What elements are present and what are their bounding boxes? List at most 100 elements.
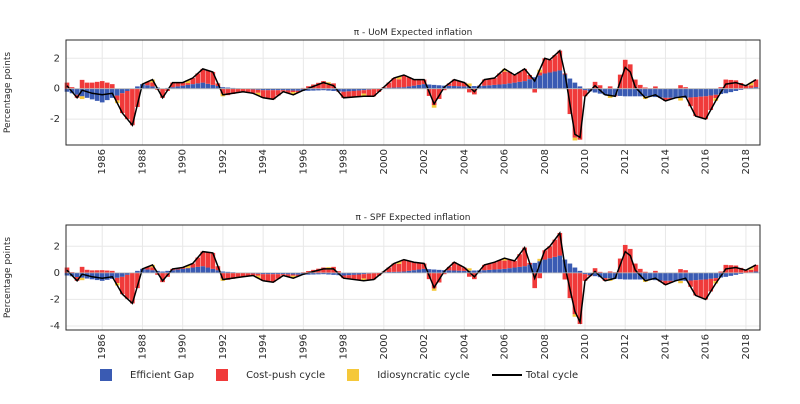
bar-efficient-gap: [120, 89, 125, 94]
bar-efficient-gap: [341, 89, 346, 92]
x-tick-label: 2016: [701, 334, 712, 359]
bar-efficient-gap: [185, 85, 190, 89]
bar-cost-push: [100, 81, 105, 89]
y-axis-label: Percentage points: [3, 237, 13, 318]
legend-item-idio[interactable]: Idiosyncratic cycle: [347, 369, 470, 381]
y-tick-label: -2: [50, 114, 60, 125]
bar-cost-push: [502, 72, 507, 84]
bar-cost-push: [80, 267, 85, 273]
bar-efficient-gap: [206, 84, 211, 89]
bar-cost-push: [402, 260, 407, 272]
x-tick-label: 1992: [218, 149, 229, 174]
bar-efficient-gap: [693, 89, 698, 97]
x-tick-label: 1998: [339, 149, 350, 174]
bar-efficient-gap: [492, 85, 497, 89]
bar-efficient-gap: [195, 267, 200, 273]
legend-label-total: Total cycle: [526, 370, 578, 381]
bar-cost-push: [361, 90, 366, 93]
x-tick-label: 2010: [580, 334, 591, 359]
legend-item-total[interactable]: Total cycle: [492, 370, 578, 381]
bar-efficient-gap: [603, 273, 608, 278]
bar-efficient-gap: [145, 85, 150, 88]
x-tick-label: 2000: [379, 334, 390, 359]
bar-efficient-gap: [668, 273, 673, 281]
bar-efficient-gap: [628, 89, 633, 97]
bar-efficient-gap: [698, 273, 703, 280]
x-tick-label: 2008: [540, 334, 551, 359]
bar-cost-push: [638, 269, 643, 273]
y-tick-label: 0: [54, 268, 60, 279]
bar-efficient-gap: [512, 83, 517, 89]
bar-efficient-gap: [708, 89, 713, 96]
bar-efficient-gap: [547, 72, 552, 88]
legend-label-costpush: Cost-push cycle: [246, 370, 325, 381]
bar-efficient-gap: [115, 89, 120, 96]
x-tick-label: 2002: [419, 149, 430, 174]
legend: Efficient Gap Cost-push cycle Idiosyncra…: [100, 365, 600, 385]
chart-title: π - SPF Expected inflation: [355, 213, 470, 223]
bar-efficient-gap: [547, 258, 552, 273]
bar-efficient-gap: [180, 269, 185, 273]
bar-cost-push: [85, 83, 90, 89]
x-tick-label: 2012: [620, 334, 631, 359]
bar-cost-push: [547, 60, 552, 73]
legend-item-efficient[interactable]: Efficient Gap: [100, 369, 194, 381]
y-tick-label: -2: [50, 294, 60, 305]
bar-efficient-gap: [522, 266, 527, 273]
bar-efficient-gap: [693, 273, 698, 280]
bar-cost-push: [397, 79, 402, 87]
bar-efficient-gap: [608, 89, 613, 95]
bar-efficient-gap: [492, 270, 497, 273]
bar-efficient-gap: [558, 70, 563, 88]
x-tick-label: 1990: [178, 149, 189, 174]
bar-efficient-gap: [206, 268, 211, 273]
bar-idiosyncratic: [678, 281, 683, 283]
x-tick-label: 2016: [701, 149, 712, 174]
x-tick-label: 2008: [540, 149, 551, 174]
bar-efficient-gap: [190, 84, 195, 89]
x-tick-label: 2018: [741, 334, 752, 359]
legend-item-costpush[interactable]: Cost-push cycle: [216, 369, 325, 381]
bar-efficient-gap: [211, 269, 216, 273]
bar-efficient-gap: [115, 273, 120, 278]
bar-efficient-gap: [618, 89, 623, 96]
bar-efficient-gap: [417, 85, 422, 89]
bar-efficient-gap: [633, 273, 638, 280]
y-tick-label: 0: [54, 84, 60, 95]
bar-efficient-gap: [190, 268, 195, 273]
bar-efficient-gap: [708, 273, 713, 279]
bar-efficient-gap: [195, 83, 200, 88]
x-tick-label: 2006: [500, 149, 511, 174]
x-tick-label: 2000: [379, 149, 390, 174]
bar-efficient-gap: [729, 89, 734, 92]
bar-efficient-gap: [412, 86, 417, 89]
bar-efficient-gap: [180, 86, 185, 89]
x-tick-label: 2014: [660, 149, 671, 174]
bar-efficient-gap: [623, 89, 628, 97]
bar-idiosyncratic: [678, 98, 683, 101]
bar-efficient-gap: [668, 89, 673, 98]
bar-cost-push: [678, 269, 683, 273]
bar-efficient-gap: [437, 270, 442, 273]
bar-efficient-gap: [175, 270, 180, 273]
y-tick-label: 2: [54, 241, 60, 252]
x-tick-label: 1998: [339, 334, 350, 359]
bar-cost-push: [351, 91, 356, 97]
bar-cost-push: [734, 80, 739, 88]
y-tick-label: -4: [50, 321, 60, 332]
bar-cost-push: [105, 83, 110, 89]
bar-efficient-gap: [487, 85, 492, 88]
x-tick-label: 1996: [298, 334, 309, 359]
bar-efficient-gap: [432, 270, 437, 273]
x-tick-label: 1990: [178, 334, 189, 359]
bar-cost-push: [638, 85, 643, 89]
bar-cost-push: [266, 90, 271, 98]
bar-efficient-gap: [85, 89, 90, 98]
bar-efficient-gap: [527, 79, 532, 89]
bar-efficient-gap: [553, 257, 558, 273]
x-tick-label: 2014: [660, 334, 671, 359]
x-tick-label: 1994: [258, 149, 269, 174]
y-axis-label: Percentage points: [3, 52, 13, 133]
